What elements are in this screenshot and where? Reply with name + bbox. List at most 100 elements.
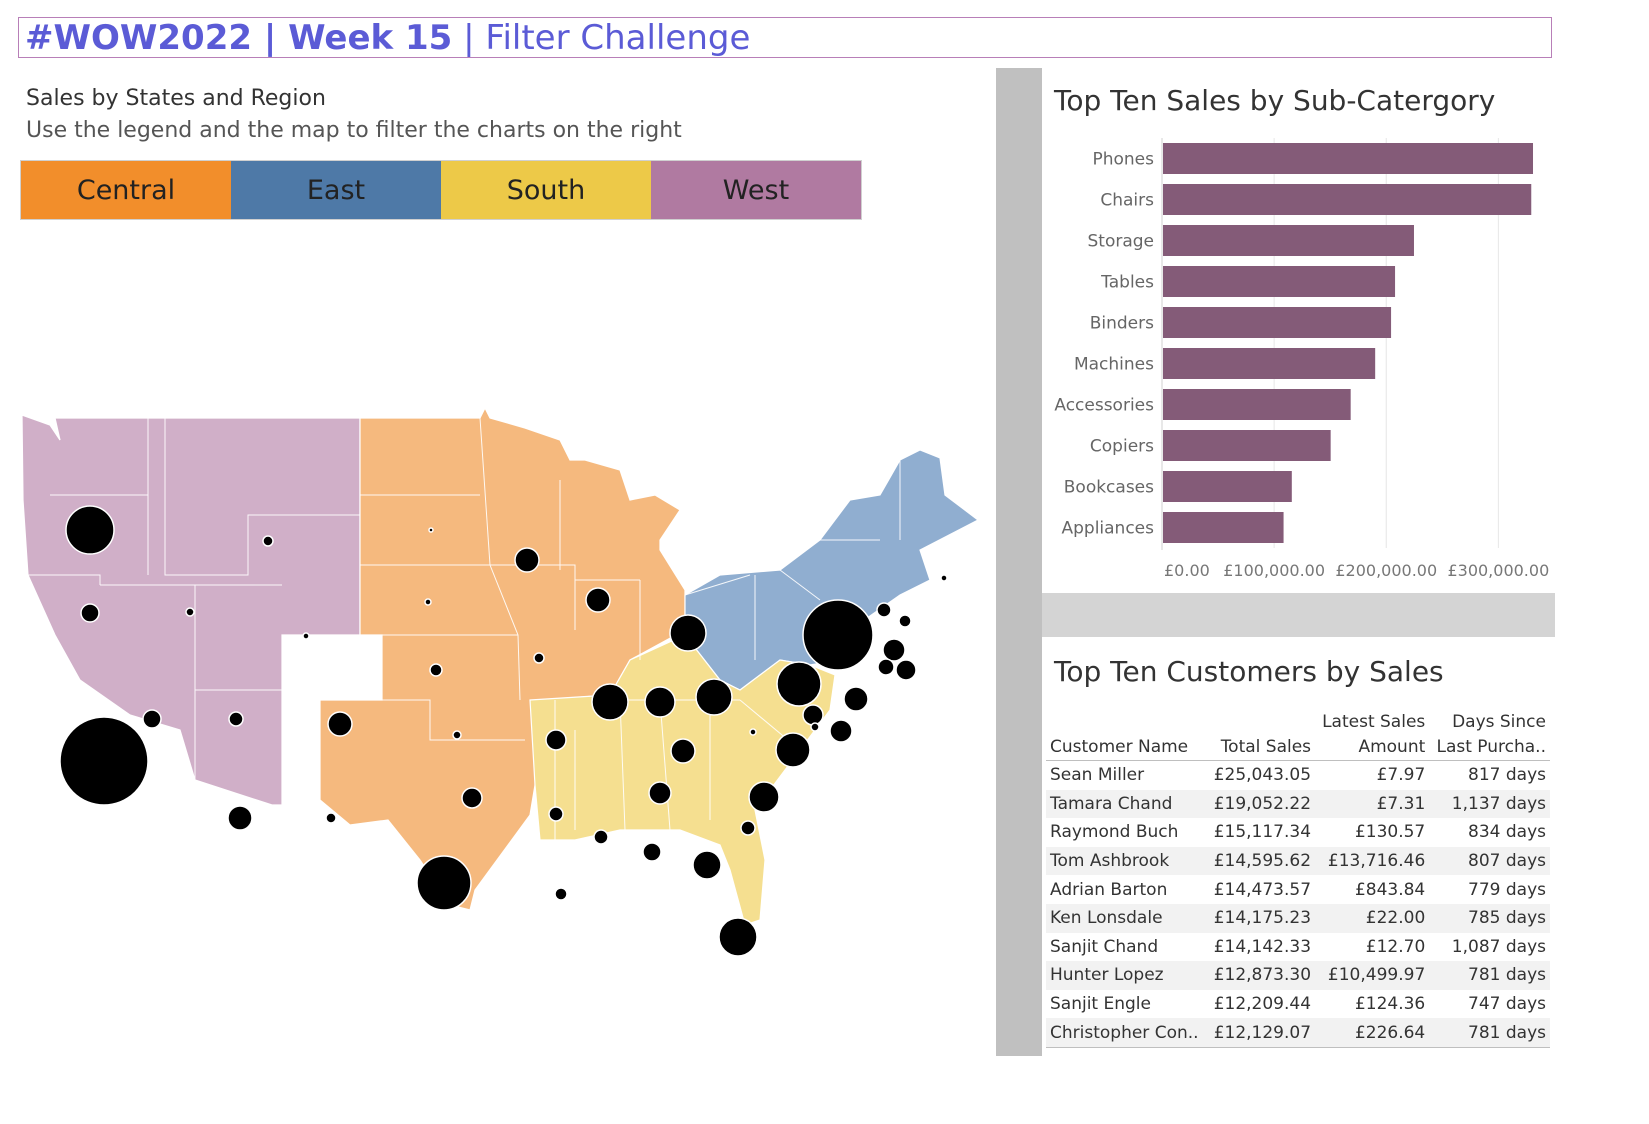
sales-bubble-LA[interactable] (554, 887, 568, 901)
x-tick-label-1: £100,000.00 (1223, 561, 1325, 580)
sales-bubble-IA[interactable] (533, 652, 545, 664)
sales-bubble-KS[interactable] (452, 730, 462, 740)
sales-bubble-CO[interactable] (327, 711, 353, 737)
cell-total: £14,595.62 (1206, 846, 1316, 876)
sales-bubble-AL[interactable] (642, 842, 662, 862)
sales-bubble-WV[interactable] (749, 728, 757, 736)
cell-latest: £13,716.46 (1315, 846, 1430, 876)
sales-bubble-PA[interactable] (776, 661, 822, 707)
bar-appliances[interactable] (1163, 512, 1284, 543)
bar-label-storage: Storage (1087, 232, 1154, 252)
us-sales-map[interactable] (20, 400, 980, 1010)
bar-phones[interactable] (1163, 143, 1534, 174)
sales-bubble-MA[interactable] (882, 638, 906, 662)
cell-days: 779 days (1468, 879, 1546, 900)
legend-west-label: West (722, 174, 790, 206)
table-row[interactable]: Sean Miller £25,043.05 £7.97 817 days (1046, 761, 1550, 790)
sales-bubble-FL[interactable] (718, 917, 758, 957)
sales-bubble-OH[interactable] (695, 678, 733, 716)
sales-bubble-MI[interactable] (669, 614, 707, 652)
sales-bubble-CT[interactable] (877, 658, 895, 676)
header-days-line2[interactable]: Last Purcha.. (1429, 735, 1550, 761)
bar-accessories[interactable] (1163, 389, 1351, 420)
bar-label-appliances: Appliances (1061, 519, 1154, 539)
cell-latest: £10,499.97 (1315, 961, 1430, 990)
sales-bubble-MT[interactable] (262, 535, 274, 547)
map-subtitle: Sales by States and Region (26, 86, 326, 111)
sales-bubble-MS[interactable] (593, 829, 609, 845)
sales-bubble-IN[interactable] (644, 686, 676, 718)
sales-bubble-NC[interactable] (748, 781, 780, 813)
sales-bubble-MD[interactable] (802, 704, 824, 726)
sales-bubble-SC[interactable] (740, 820, 756, 836)
sales-bubble-RI[interactable] (895, 659, 917, 681)
sales-bubble-WY[interactable] (302, 632, 310, 640)
legend-south[interactable]: South (441, 161, 651, 219)
sales-bubble-AR[interactable] (548, 806, 564, 822)
sales-bubble-VT[interactable] (876, 602, 892, 618)
cell-days: 1,087 days (1451, 936, 1546, 957)
sales-bubble-WA[interactable] (65, 505, 115, 555)
table-row[interactable]: Raymond Buch £15,117.34 £130.57 834 days (1046, 818, 1550, 847)
sales-bubble-NH[interactable] (898, 614, 912, 628)
x-tick-label-2: £200,000.00 (1335, 561, 1437, 580)
bar-chairs[interactable] (1163, 184, 1532, 215)
bar-bookcases[interactable] (1163, 471, 1292, 502)
subcategory-bar-chart: Phones Chairs Storage Tables Binders Machines… (1054, 138, 1549, 580)
sales-bubble-WI[interactable] (585, 587, 611, 613)
sales-bubble-OK[interactable] (461, 787, 483, 809)
cell-name: Sanjit Engle (1050, 994, 1151, 1015)
sales-bubble-ID[interactable] (185, 607, 195, 617)
sales-bubble-MO[interactable] (545, 729, 567, 751)
sales-bubble-DC[interactable] (810, 722, 820, 732)
table-row[interactable]: Ken Lonsdale £14,175.23 £22.00 785 days (1046, 903, 1550, 933)
cell-total: £25,043.05 (1213, 765, 1312, 786)
table-row[interactable]: Sanjit Engle £12,209.44 £124.36 747 days (1046, 990, 1550, 1019)
sales-bubble-IL[interactable] (591, 683, 629, 721)
sales-bubble-MN[interactable] (514, 547, 540, 573)
sales-bubble-GA[interactable] (692, 850, 722, 880)
legend-central[interactable]: Central (21, 161, 231, 219)
table-row[interactable]: Adrian Barton £14,473.57 £843.84 779 days (1046, 875, 1550, 904)
cell-latest: £843.84 (1354, 879, 1426, 900)
cell-days: 834 days (1468, 822, 1546, 843)
header-total-sales[interactable]: Total Sales (1206, 735, 1316, 761)
legend-west[interactable]: West (651, 161, 861, 219)
sales-bubble-UT[interactable] (228, 711, 244, 727)
cell-total: £14,473.57 (1213, 879, 1312, 900)
table-row[interactable]: Christopher Con.. £12,129.07 £226.64 781 da… (1046, 1018, 1550, 1048)
bar-tables[interactable] (1163, 266, 1396, 297)
sales-bubble-ME[interactable] (940, 574, 948, 582)
table-row[interactable]: Hunter Lopez £12,873.30 £10,499.97 781 days (1046, 961, 1550, 990)
header-latest-line2[interactable]: Amount (1315, 735, 1430, 761)
sales-bubble-NM[interactable] (325, 812, 337, 824)
header-customer-name[interactable]: Customer Name (1046, 735, 1207, 761)
table-row[interactable]: Tom Ashbrook £14,595.62 £13,716.46 807 days (1046, 846, 1550, 876)
legend-east[interactable]: East (231, 161, 441, 219)
bar-machines[interactable] (1163, 348, 1376, 379)
sales-bubble-NJ[interactable] (843, 686, 869, 712)
sales-bubble-DE[interactable] (829, 719, 853, 743)
sales-bubble-SD[interactable] (424, 598, 432, 606)
region-central[interactable] (319, 406, 686, 911)
x-tick-label-0: £0.00 (1164, 561, 1210, 580)
sales-bubble-AZ[interactable] (227, 805, 253, 831)
bar-copiers[interactable] (1163, 430, 1331, 461)
bar-binders[interactable] (1163, 307, 1392, 338)
x-tick-label-3: £300,000.00 (1447, 561, 1549, 580)
bar-label-machines: Machines (1074, 355, 1154, 375)
sales-bubble-NY[interactable] (802, 599, 874, 671)
sales-bubble-VA[interactable] (775, 732, 811, 768)
sales-bubble-OR[interactable] (80, 603, 100, 623)
table-row[interactable]: Tamara Chand £19,052.22 £7.31 1,137 days (1046, 789, 1550, 819)
sales-bubble-TX[interactable] (416, 855, 472, 911)
sales-bubble-CA[interactable] (59, 716, 149, 806)
customers-table: Latest Sales Days Since Customer Name To… (1046, 710, 1550, 1048)
table-row[interactable]: Sanjit Chand £14,142.33 £12.70 1,087 days (1046, 933, 1550, 962)
sales-bubble-NE[interactable] (429, 663, 443, 677)
sales-bubble-ND[interactable] (428, 527, 434, 533)
sales-bubble-NV[interactable] (142, 709, 162, 729)
sales-bubble-TN[interactable] (648, 781, 672, 805)
bar-storage[interactable] (1163, 225, 1414, 256)
sales-bubble-KY[interactable] (670, 738, 696, 764)
